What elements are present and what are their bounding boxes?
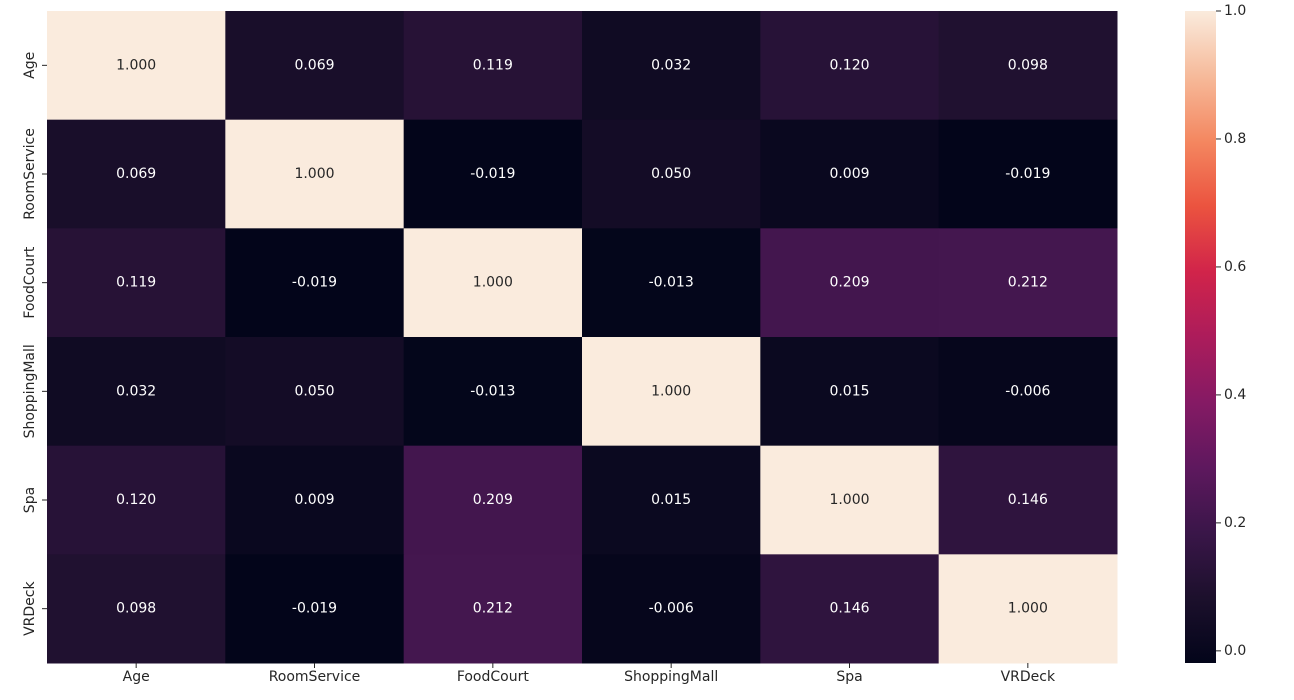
colorbar-tick-label: 0.8 — [1224, 131, 1246, 147]
heatmap-cell — [225, 228, 405, 338]
heatmap-cell — [760, 554, 940, 664]
cell-annotation: 0.212 — [1008, 275, 1048, 291]
heatmap-cell — [225, 554, 405, 664]
heatmap-cell — [938, 445, 1118, 555]
heatmap-cell — [403, 554, 583, 664]
heatmap-cell — [582, 119, 761, 229]
cell-annotation: 0.209 — [829, 275, 869, 291]
cell-annotation: 0.009 — [294, 492, 334, 508]
cell-annotation: 0.120 — [116, 492, 156, 508]
cell-annotation: 0.212 — [473, 601, 513, 617]
x-tick-label: VRDeck — [1001, 669, 1056, 685]
cell-annotation: 0.009 — [829, 166, 869, 182]
cell-annotation: 0.146 — [829, 601, 869, 617]
heatmap-cell — [47, 119, 226, 229]
cell-annotation: -0.019 — [1005, 166, 1050, 182]
cell-annotation: 0.098 — [1008, 57, 1048, 73]
colorbar-tick-label: 0.0 — [1224, 643, 1246, 659]
heatmap-cell — [760, 11, 940, 121]
heatmap-plot-area: 1.000 0.069 0.119 0.032 0.120 0.098 0.069 1.000… — [47, 11, 1118, 664]
cell-annotation: 0.098 — [116, 601, 156, 617]
cell-annotation: -0.006 — [649, 601, 694, 617]
cell-annotation: 1.000 — [651, 383, 691, 399]
heatmap-cell — [47, 11, 226, 121]
heatmap-cell — [47, 445, 226, 555]
y-tick-label: RoomService — [22, 128, 38, 220]
heatmap-cell — [225, 119, 405, 229]
heatmap-cell — [403, 228, 583, 338]
cell-annotation: 1.000 — [294, 166, 334, 182]
cell-annotation: -0.019 — [470, 166, 515, 182]
cell-annotation: 1.000 — [1008, 601, 1048, 617]
heatmap-cell — [582, 445, 761, 555]
x-tick-label: Age — [123, 669, 150, 685]
colorbar: 0.0 0.2 0.4 0.6 0.8 1.0 — [1185, 3, 1246, 663]
x-tick-label: FoodCourt — [457, 669, 530, 685]
heatmap-cell — [760, 337, 940, 447]
cell-annotation: 1.000 — [116, 57, 156, 73]
cell-annotation: 0.120 — [829, 57, 869, 73]
cell-annotation: 1.000 — [473, 275, 513, 291]
heatmap-cell — [938, 119, 1118, 229]
x-tick-label: ShoppingMall — [624, 669, 718, 685]
x-axis: Age RoomService FoodCourt ShoppingMall Spa VR… — [123, 663, 1056, 685]
y-tick-label: ShoppingMall — [22, 344, 38, 438]
heatmap-cell — [938, 11, 1118, 121]
heatmap-cell — [47, 228, 226, 338]
heatmap-cell — [582, 337, 761, 447]
x-tick-label: Spa — [836, 669, 862, 685]
cell-annotation: -0.019 — [292, 601, 337, 617]
colorbar-tick-label: 1.0 — [1224, 3, 1246, 19]
heatmap-cell — [760, 228, 940, 338]
cell-annotation: 0.050 — [651, 166, 691, 182]
heatmap-cell — [582, 554, 761, 664]
heatmap-cell — [582, 11, 761, 121]
heatmap-cell — [760, 445, 940, 555]
cell-annotation: 0.119 — [116, 275, 156, 291]
colorbar-tick-label: 0.2 — [1224, 515, 1246, 531]
x-tick-label: RoomService — [269, 669, 361, 685]
colorbar-tick-label: 0.6 — [1224, 259, 1246, 275]
heatmap-cell — [403, 119, 583, 229]
heatmap-cell — [403, 337, 583, 447]
heatmap-cell — [47, 337, 226, 447]
heatmap-cell — [403, 445, 583, 555]
cell-annotation: -0.013 — [470, 383, 515, 399]
y-tick-label: Spa — [22, 487, 38, 513]
cell-annotation: 0.032 — [651, 57, 691, 73]
colorbar-tick-label: 0.4 — [1224, 387, 1246, 403]
colorbar-gradient — [1185, 11, 1216, 663]
heatmap-cell — [938, 228, 1118, 338]
cell-annotation: -0.006 — [1005, 383, 1050, 399]
cell-annotation: 0.032 — [116, 383, 156, 399]
heatmap-cell — [582, 228, 761, 338]
cell-annotation: -0.013 — [649, 275, 694, 291]
cell-annotation: -0.019 — [292, 275, 337, 291]
heatmap-cell — [403, 11, 583, 121]
y-axis: Age RoomService FoodCourt ShoppingMall Spa VR… — [22, 52, 47, 636]
cell-annotation: 1.000 — [829, 492, 869, 508]
cell-annotation: 0.119 — [473, 57, 513, 73]
cell-annotation: 0.069 — [294, 57, 334, 73]
cell-annotation: 0.015 — [829, 383, 869, 399]
heatmap-cell — [225, 445, 405, 555]
cell-annotation: 0.146 — [1008, 492, 1048, 508]
cell-annotation: 0.209 — [473, 492, 513, 508]
cell-annotation: 0.069 — [116, 166, 156, 182]
heatmap-cell — [938, 337, 1118, 447]
cell-annotation: 0.015 — [651, 492, 691, 508]
heatmap-cell — [760, 119, 940, 229]
y-tick-label: Age — [22, 52, 38, 79]
heatmap-cell — [225, 337, 405, 447]
y-tick-label: FoodCourt — [22, 246, 38, 319]
heatmap-cell — [47, 554, 226, 664]
y-tick-label: VRDeck — [22, 581, 38, 636]
heatmap-cell — [938, 554, 1118, 664]
cell-annotation: 0.050 — [294, 383, 334, 399]
heatmap-cell — [225, 11, 405, 121]
